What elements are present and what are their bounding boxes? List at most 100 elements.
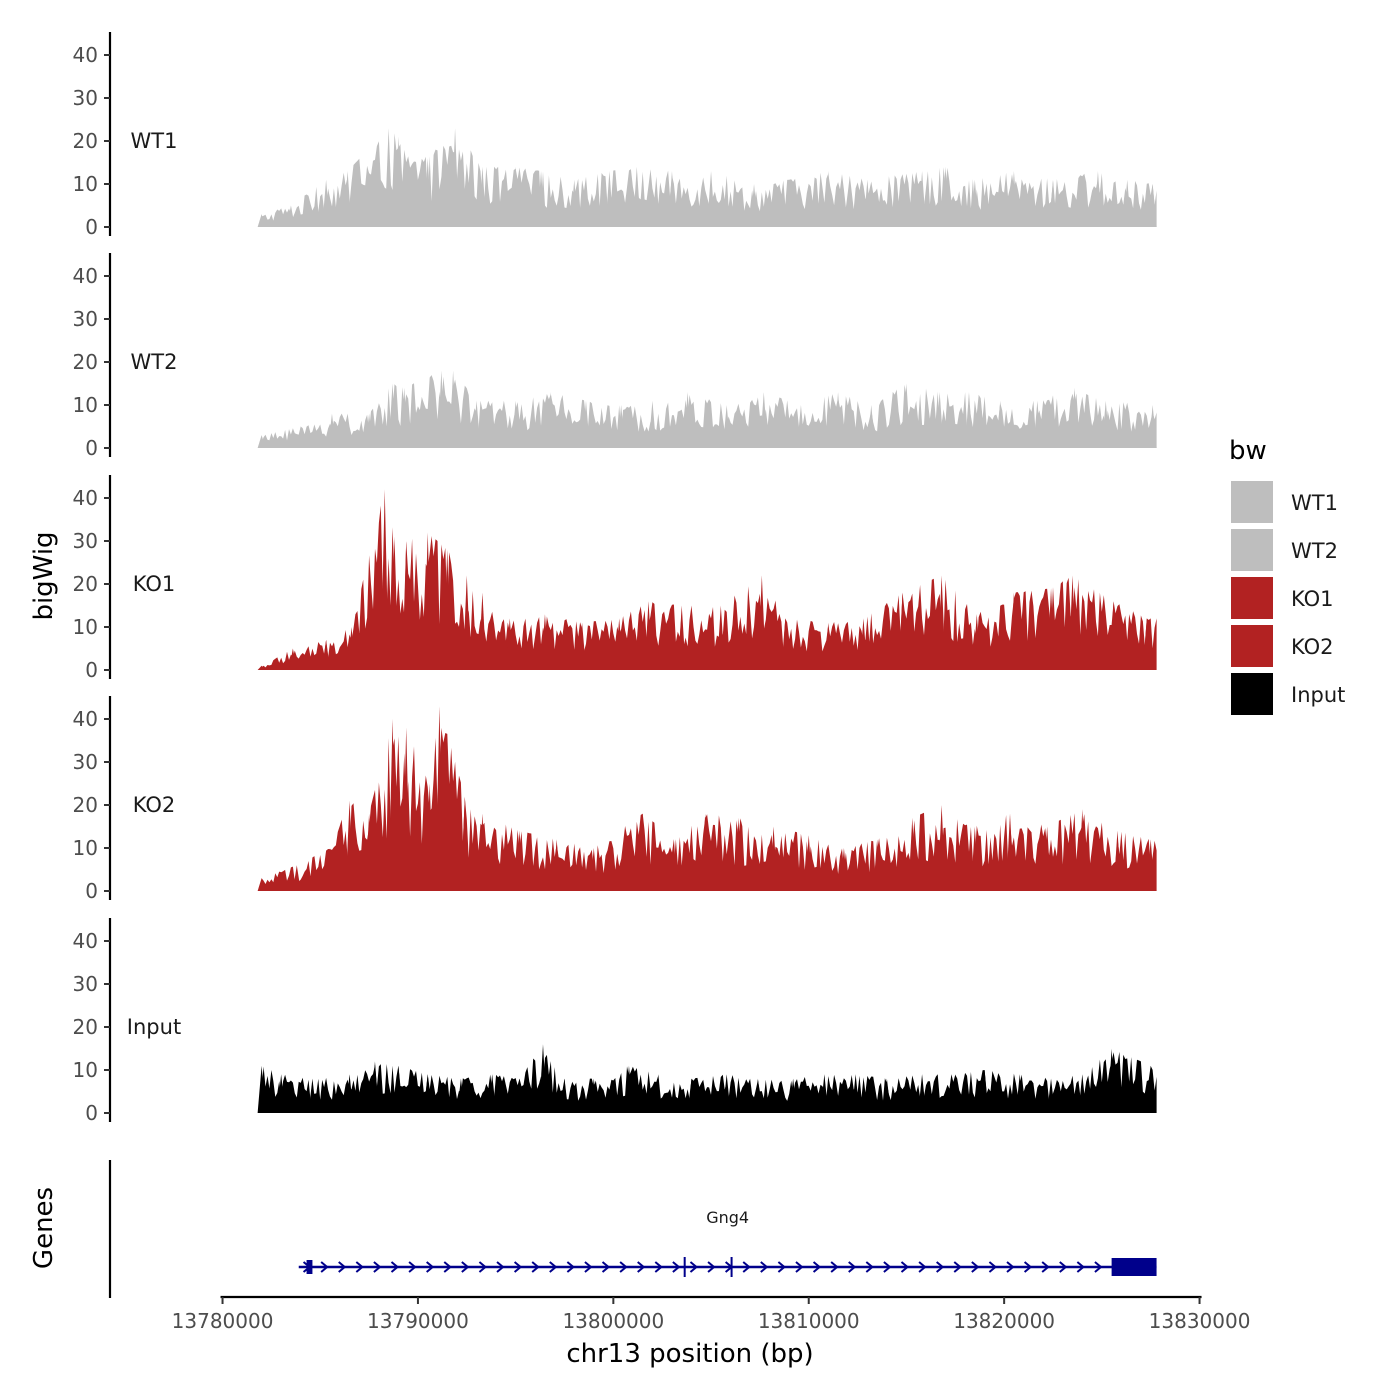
- tracks-layer: 0 10 20 30 40 WT1 0 10 20 30 40 WT2 0 10 20 30 40 KO1 0 10 2…: [73, 32, 1157, 1125]
- coverage-peak: [384, 128, 393, 227]
- x-tick-label: 13780000: [172, 1309, 274, 1333]
- coverage-peak: [820, 1074, 829, 1113]
- coverage-peak: [757, 575, 766, 670]
- coverage-peak: [863, 179, 872, 227]
- y-tick-label: 20: [73, 350, 98, 374]
- strand-arrow: [672, 1261, 681, 1273]
- coverage-peak: [257, 435, 266, 448]
- strand-arrow: [971, 1261, 980, 1273]
- coverage-peak: [1047, 1078, 1056, 1113]
- y-tick-label: 0: [85, 436, 98, 460]
- strand-arrow: [654, 1261, 663, 1273]
- strand-arrow: [320, 1261, 329, 1273]
- coverage-peak: [824, 171, 833, 227]
- coverage-peak: [902, 383, 911, 448]
- strand-arrow: [496, 1261, 505, 1273]
- strand-arrow: [619, 1261, 628, 1273]
- coverage-area: [261, 133, 1157, 227]
- y-tick-label: 20: [73, 1015, 98, 1039]
- coverage-peak: [308, 1078, 317, 1113]
- gene-name-label: Gng4: [706, 1208, 749, 1227]
- coverage-peak: [511, 400, 520, 448]
- legend-label: KO1: [1291, 587, 1334, 611]
- strand-arrow: [760, 1261, 769, 1273]
- coverage-peak: [1006, 813, 1015, 891]
- strand-arrow: [900, 1261, 910, 1273]
- coverage-peak: [478, 813, 487, 891]
- coverage-peak: [873, 839, 882, 891]
- coverage-peak: [1070, 387, 1079, 448]
- legend-swatch: [1229, 527, 1275, 573]
- legend-swatch: [1229, 575, 1275, 621]
- x-tick-label: 13830000: [1149, 1309, 1251, 1333]
- strand-arrow: [988, 1261, 997, 1273]
- track-label: WT1: [131, 129, 178, 153]
- coverage-peak: [1142, 618, 1151, 670]
- coverage-peak: [970, 179, 979, 227]
- track-input: 0 10 20 30 40 Input: [73, 918, 1157, 1125]
- coverage-area: [261, 505, 1157, 670]
- coverage-peak: [370, 1061, 379, 1113]
- strand-arrow: [584, 1261, 593, 1273]
- coverage-peak: [1109, 601, 1118, 670]
- coverage-peak: [671, 839, 680, 891]
- coverage-peak: [769, 826, 778, 891]
- coverage-peak: [937, 805, 946, 891]
- coverage-peak: [935, 392, 944, 448]
- coverage-peak: [964, 392, 973, 448]
- coverage-peak: [1047, 588, 1056, 670]
- coverage-peak: [839, 848, 848, 891]
- y-tick-label: 40: [73, 43, 98, 67]
- strand-arrow: [408, 1261, 417, 1273]
- coverage-peak: [257, 878, 266, 891]
- coverage-peak: [277, 1074, 286, 1113]
- coverage-peak: [824, 622, 833, 670]
- x-tick-label: 13790000: [367, 1309, 469, 1333]
- coverage-peak: [734, 817, 743, 891]
- coverage-peak: [644, 601, 653, 670]
- coverage-peak: [785, 179, 794, 227]
- coverage-peak: [1101, 400, 1110, 448]
- coverage-peak: [462, 575, 471, 670]
- coverage-peak: [435, 706, 444, 891]
- strand-arrow: [689, 1261, 699, 1273]
- coverage-peak: [918, 171, 927, 227]
- strand-arrow: [883, 1261, 892, 1273]
- coverage-peak: [390, 536, 399, 670]
- coverage-peak: [918, 1074, 927, 1113]
- strand-arrow: [1059, 1261, 1068, 1273]
- coverage-area: [261, 727, 1157, 891]
- strand-arrow: [830, 1261, 839, 1273]
- coverage-peak: [511, 166, 520, 227]
- coverage-peak: [343, 171, 352, 227]
- strand-arrow: [426, 1261, 435, 1273]
- coverage-peak: [537, 171, 546, 227]
- strand-arrow: [549, 1261, 558, 1273]
- coverage-peak: [326, 848, 335, 891]
- coverage-peak: [451, 128, 460, 227]
- strand-arrow: [566, 1261, 575, 1273]
- coverage-peak: [292, 865, 301, 891]
- track-ko2: 0 10 20 30 40 KO2: [73, 696, 1157, 903]
- coverage-peak: [443, 549, 452, 670]
- legend-label: WT2: [1291, 539, 1338, 563]
- coverage-peak: [538, 1044, 547, 1113]
- coverage-peak: [345, 1074, 354, 1113]
- gene-exon: [1111, 1258, 1157, 1276]
- coverage-peak: [515, 1078, 524, 1113]
- coverage-peak: [402, 727, 411, 891]
- strand-arrow: [373, 1261, 382, 1273]
- strand-arrow: [918, 1261, 927, 1273]
- coverage-peak: [1107, 1048, 1116, 1113]
- coverage-peak: [1113, 830, 1122, 891]
- coverage-peak: [425, 783, 434, 891]
- coverage-peak: [716, 605, 725, 670]
- coverage-peak: [834, 392, 843, 448]
- coverage-peak: [1009, 592, 1018, 670]
- coverage-peak: [789, 1078, 798, 1113]
- track-label: Input: [127, 1015, 181, 1039]
- y-tick-label: 20: [73, 572, 98, 596]
- coverage-peak: [1093, 171, 1102, 227]
- coverage-peak: [632, 166, 641, 227]
- y-tick-label: 40: [73, 264, 98, 288]
